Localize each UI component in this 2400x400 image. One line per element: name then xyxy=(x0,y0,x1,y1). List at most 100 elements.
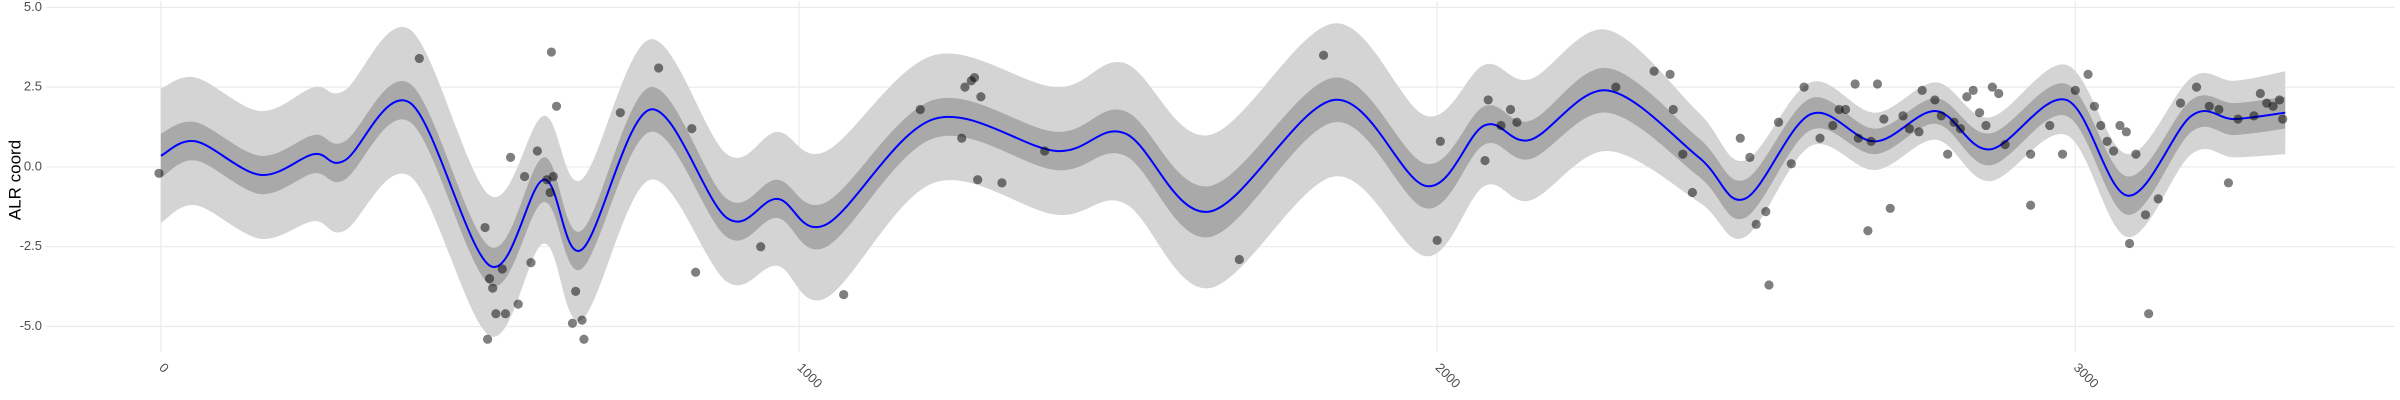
data-point xyxy=(691,267,701,277)
data-point xyxy=(2089,101,2100,111)
data-point xyxy=(1840,104,1851,115)
data-point xyxy=(1751,219,1761,229)
data-point xyxy=(482,334,493,344)
data-point xyxy=(1943,149,1953,159)
data-point xyxy=(615,108,625,118)
data-point xyxy=(654,63,664,73)
data-point xyxy=(532,146,542,156)
data-point xyxy=(1962,92,1972,102)
data-point xyxy=(2278,114,2288,124)
data-point xyxy=(500,309,511,319)
data-point xyxy=(1898,111,1908,121)
data-point xyxy=(2268,101,2278,111)
data-point xyxy=(1879,114,1889,124)
data-point xyxy=(1764,280,1774,290)
data-point xyxy=(2045,120,2055,131)
data-point xyxy=(414,53,424,64)
x-tick-label: 0 xyxy=(156,360,172,376)
data-point xyxy=(960,82,970,92)
data-point xyxy=(1815,133,1825,143)
data-point xyxy=(2102,136,2112,146)
data-point xyxy=(2108,146,2119,156)
data-point xyxy=(2153,194,2163,204)
data-point xyxy=(2204,101,2214,111)
data-point xyxy=(1761,207,1771,217)
data-point xyxy=(2096,120,2106,131)
data-point xyxy=(1930,95,1940,105)
data-point xyxy=(1786,159,1796,169)
data-point xyxy=(1735,133,1745,143)
data-point xyxy=(1773,117,1784,127)
data-point xyxy=(957,133,967,143)
data-point xyxy=(1974,108,1985,118)
data-point xyxy=(1863,226,1873,236)
data-point xyxy=(1904,124,1914,134)
data-point xyxy=(1512,117,1522,127)
data-point xyxy=(1949,117,1959,127)
data-point xyxy=(973,175,983,185)
data-point xyxy=(1745,152,1755,162)
data-point xyxy=(505,152,516,162)
data-point xyxy=(839,289,849,300)
data-point xyxy=(2000,139,2010,150)
point-layer xyxy=(154,47,2288,344)
data-point xyxy=(548,171,558,182)
data-point xyxy=(1611,82,1621,92)
data-point xyxy=(1687,187,1698,198)
data-point xyxy=(567,318,578,328)
data-point xyxy=(2115,120,2125,131)
data-point xyxy=(1318,50,1329,60)
data-point xyxy=(1987,82,1997,92)
data-point xyxy=(1678,149,1688,159)
data-point xyxy=(2057,149,2068,159)
data-point xyxy=(1850,79,1860,89)
data-point xyxy=(2255,88,2265,99)
data-point xyxy=(969,72,980,83)
data-point xyxy=(1853,133,1863,143)
data-point xyxy=(1665,69,1675,79)
data-point xyxy=(526,258,536,268)
data-point xyxy=(1649,66,1659,76)
data-point xyxy=(2223,178,2234,188)
data-point xyxy=(2121,127,2131,137)
data-point xyxy=(1234,254,1244,265)
data-point xyxy=(1828,120,1838,131)
data-point xyxy=(2083,69,2093,79)
data-point xyxy=(1668,104,1678,115)
y-tick-label: 2.5 xyxy=(24,79,42,94)
data-point xyxy=(687,124,697,134)
data-point xyxy=(2249,111,2259,121)
data-point xyxy=(1872,79,1883,89)
data-point xyxy=(2026,149,2036,159)
band-layer xyxy=(160,23,2286,337)
y-axis-title: ALR coord xyxy=(5,140,24,220)
y-tick-label: -2.5 xyxy=(20,238,42,253)
data-point xyxy=(1432,235,1442,245)
x-tick-label: 1000 xyxy=(794,360,825,391)
data-point xyxy=(545,187,555,198)
data-point xyxy=(1914,127,1924,137)
data-point xyxy=(1936,111,1946,121)
data-point xyxy=(484,274,495,284)
data-point xyxy=(1955,124,1966,134)
data-point xyxy=(1994,88,2004,99)
data-point xyxy=(2175,98,2186,108)
data-point xyxy=(2191,82,2202,92)
data-point xyxy=(579,334,589,344)
data-point xyxy=(546,47,557,57)
data-point xyxy=(2124,238,2135,249)
data-point xyxy=(1483,95,1493,105)
y-tick-label: 5.0 xyxy=(24,0,42,14)
data-point xyxy=(976,92,986,102)
data-point xyxy=(2131,149,2141,159)
data-point xyxy=(571,286,581,296)
data-point xyxy=(1480,155,1490,166)
data-point xyxy=(756,242,766,252)
y-tick-label: 0.0 xyxy=(24,158,42,173)
data-point xyxy=(513,299,523,309)
data-point xyxy=(2026,200,2036,210)
data-point xyxy=(497,264,507,274)
data-point xyxy=(915,104,925,115)
